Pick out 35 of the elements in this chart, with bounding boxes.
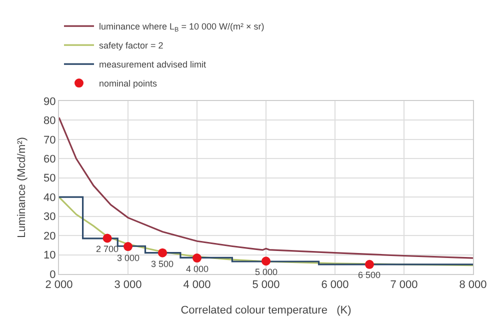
- legend-label: measurement advised limit: [99, 60, 207, 70]
- legend-label: safety factor = 2: [99, 40, 164, 51]
- point: [124, 242, 132, 252]
- x-tick-label: 2 000: [45, 279, 73, 292]
- annotation: 4 000: [186, 264, 209, 274]
- y-tick-label: 90: [44, 96, 56, 108]
- y-tick-label: 20: [44, 230, 56, 242]
- point: [102, 234, 112, 243]
- point: [158, 248, 167, 258]
- y-tick-label: 0: [50, 268, 56, 281]
- legend-label: luminance where L$_{B}$ = 10 000 W/(m² × sr): [99, 22, 264, 34]
- y-axis-title: Luminance (Mcd/m²): [16, 137, 28, 238]
- y-tick-label: 60: [44, 154, 56, 166]
- x-tick-label: 6 000: [321, 279, 349, 292]
- annotation: 3 000: [117, 253, 140, 263]
- y-tick-label: 10: [44, 250, 56, 262]
- x-tick-label: 3 000: [114, 279, 142, 292]
- x-tick-label: 4 000: [183, 279, 211, 292]
- y-tick-label: 30: [44, 211, 56, 224]
- x-axis-title: Correlated colour temperature (K): [180, 304, 352, 316]
- annotation: 2 700: [96, 244, 119, 254]
- x-tick-label: 7 000: [390, 279, 418, 292]
- annotation: 5 000: [255, 267, 278, 277]
- annotation: 3 500: [151, 259, 174, 269]
- point: [365, 260, 374, 269]
- x-tick-label: 8 000: [459, 279, 487, 292]
- y-tick-label: 50: [44, 172, 56, 185]
- y-tick-label: 80: [44, 115, 56, 128]
- y-tick-label: 70: [44, 134, 56, 146]
- point: [192, 254, 202, 263]
- y-tick-label: 40: [44, 192, 56, 204]
- x-tick-label: 5 000: [252, 279, 280, 292]
- point: [262, 256, 270, 266]
- annotation: 6 500: [358, 270, 381, 280]
- legend-label: nominal points: [99, 78, 158, 89]
